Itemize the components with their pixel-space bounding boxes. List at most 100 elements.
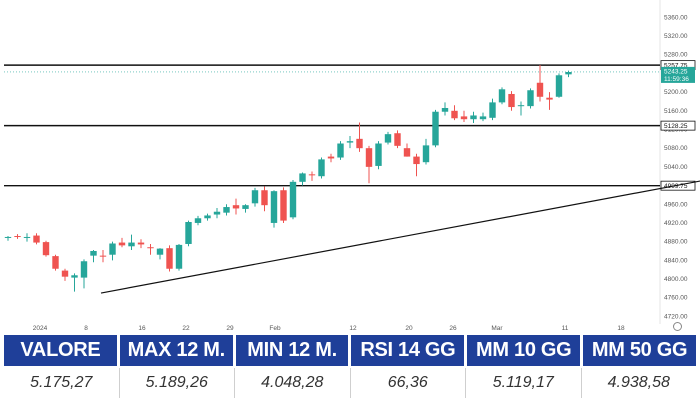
candle-body	[451, 110, 458, 119]
y-tick-label: 5080.00	[664, 145, 688, 152]
candle-body	[546, 97, 553, 100]
candle-body	[346, 141, 354, 143]
candle-body	[365, 148, 373, 167]
level-tag	[660, 120, 696, 131]
stats-header-row: VALORE MAX 12 M. MIN 12 M. RSI 14 GG MM …	[4, 335, 696, 366]
candle-body	[185, 222, 192, 244]
candle-body	[33, 235, 40, 243]
header-mm-10gg: MM 10 GG	[467, 335, 581, 366]
candle-body	[555, 75, 563, 97]
x-tick-label: 11	[562, 325, 569, 332]
candle-body	[394, 133, 401, 146]
candle-body	[242, 205, 249, 209]
candle-body	[223, 207, 230, 213]
candle-body	[498, 89, 506, 103]
value-mm-50gg: 4.938,58	[581, 368, 696, 398]
level-label: 5128.25	[664, 123, 688, 130]
header-rsi-14gg: RSI 14 GG	[351, 335, 465, 366]
y-tick-label: 5320.00	[664, 33, 688, 40]
candle-body	[299, 173, 306, 182]
y-tick-label: 5160.00	[664, 108, 688, 115]
y-tick-label: 4800.00	[664, 276, 688, 283]
x-tick-label: 2024	[33, 325, 48, 332]
candle-body	[137, 242, 145, 245]
candle-body	[90, 250, 97, 256]
candle-body	[204, 215, 211, 219]
candle-body	[489, 102, 496, 118]
x-tick-label: 29	[226, 325, 234, 332]
level-label: 4999.75	[664, 183, 688, 190]
candle-body	[213, 211, 221, 215]
x-tick-label: 12	[349, 325, 357, 332]
y-tick-label: 4840.00	[664, 257, 688, 264]
candle-body	[308, 174, 316, 176]
x-tick-label: 18	[617, 325, 625, 332]
candle-body	[289, 181, 297, 218]
candle-body	[194, 218, 202, 223]
candle-body	[23, 236, 31, 238]
y-tick-label: 5040.00	[664, 164, 688, 171]
candle-body	[128, 242, 135, 247]
chart-canvas[interactable]: 5360.005320.005280.005240.005200.005160.…	[0, 0, 700, 335]
y-tick-label: 4760.00	[664, 295, 688, 302]
stats-values-row: 5.175,27 5.189,26 4.048,28 66,36 5.119,1…	[4, 368, 696, 398]
candle-body	[479, 116, 487, 120]
settings-icon[interactable]	[673, 322, 682, 331]
header-mm-50gg: MM 50 GG	[583, 335, 696, 366]
candle-body	[527, 90, 534, 107]
trend-line	[100, 180, 700, 294]
candle-body	[118, 242, 126, 246]
value-valore: 5.175,27	[4, 368, 120, 398]
value-mm-10gg: 5.119,17	[466, 368, 582, 398]
x-tick-label: 22	[182, 325, 190, 332]
y-tick-label: 5360.00	[664, 14, 688, 21]
candle-body	[375, 143, 382, 166]
candle-body	[99, 255, 107, 257]
candle-body	[327, 156, 335, 159]
candle-body	[71, 275, 78, 278]
x-tick-label: 26	[449, 325, 457, 332]
candle-body	[337, 143, 344, 158]
candle-body	[356, 138, 363, 149]
header-min-12m: MIN 12 M.	[235, 335, 349, 366]
x-tick-label: 20	[405, 325, 413, 332]
candle-body	[156, 248, 164, 255]
candlestick-chart[interactable]: 5360.005320.005280.005240.005200.005160.…	[0, 0, 700, 335]
candle-body	[470, 115, 477, 120]
x-tick-label: 16	[138, 325, 146, 332]
x-tick-label: 8	[84, 325, 88, 332]
value-min-12m: 4.048,28	[235, 368, 351, 398]
y-tick-label: 5280.00	[664, 52, 688, 59]
candle-body	[508, 93, 515, 108]
candle-body	[270, 191, 278, 223]
candle-body	[441, 107, 449, 112]
candle-body	[80, 261, 88, 278]
candle-body	[565, 72, 572, 75]
candle-body	[147, 247, 154, 249]
candle-body	[251, 190, 259, 204]
candle-body	[166, 248, 173, 269]
header-max-12m: MAX 12 M.	[119, 335, 233, 366]
y-tick-label: 4880.00	[664, 239, 688, 246]
candle-body	[280, 190, 287, 221]
candle-body	[175, 244, 183, 269]
x-tick-label: Feb	[269, 325, 281, 332]
candle-body	[403, 148, 411, 157]
candle-body	[261, 190, 268, 206]
candle-body	[460, 116, 468, 120]
last-price-label: 5243.25	[664, 69, 688, 76]
candle-body	[42, 242, 50, 256]
candle-body	[384, 134, 392, 143]
candle-body	[318, 159, 325, 177]
candle-body	[432, 111, 439, 146]
y-tick-label: 4960.00	[664, 201, 688, 208]
countdown-label: 11:59:36	[664, 76, 689, 83]
candle-body	[517, 105, 525, 107]
candle-body	[422, 145, 430, 163]
candle-body	[52, 256, 59, 269]
candle-body	[109, 243, 116, 255]
candle-body	[232, 205, 240, 209]
candle-body	[14, 236, 21, 238]
y-tick-label: 4920.00	[664, 220, 688, 227]
candle-body	[4, 236, 12, 238]
